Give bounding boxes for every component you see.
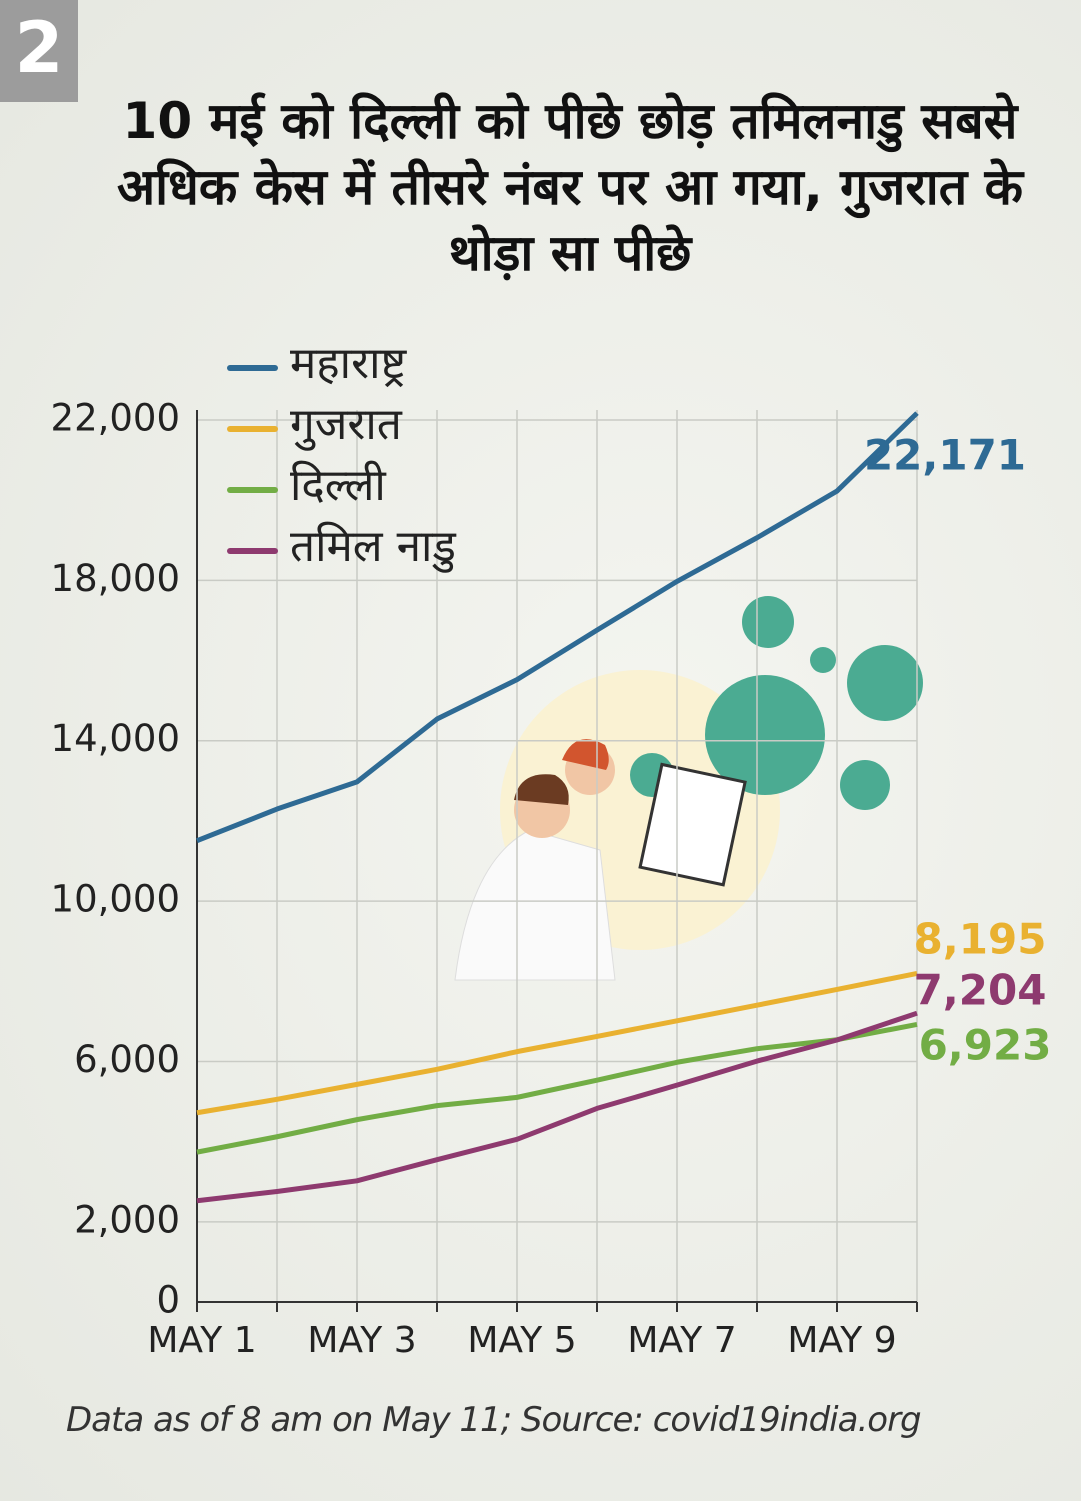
x-tick-label: MAY 9 <box>787 1320 896 1361</box>
y-tick-label: 14,000 <box>51 717 180 760</box>
badge: 2 <box>0 0 78 102</box>
value-label: 22,171 <box>864 431 1026 480</box>
series-line <box>196 1021 918 1155</box>
value-label: 6,923 <box>919 1021 1052 1070</box>
y-tick-label: 2,000 <box>74 1198 180 1241</box>
legend-label: दिल्ली <box>290 460 387 511</box>
x-tick-label: MAY 3 <box>307 1320 416 1361</box>
series-line <box>196 971 918 1116</box>
y-tick-label: 6,000 <box>74 1038 180 1081</box>
x-tick-label: MAY 5 <box>467 1320 576 1361</box>
y-tick-label: 0 <box>156 1279 180 1322</box>
x-tick-label: MAY 1 <box>147 1320 256 1361</box>
y-tick-label: 10,000 <box>51 878 180 921</box>
chart-title: 10 मई को दिल्ली को पीछे छोड़ तमिलनाडु सब… <box>116 92 1024 282</box>
illustration <box>454 596 923 981</box>
value-label: 8,195 <box>914 915 1047 964</box>
legend-label: महाराष्ट्र <box>290 338 407 389</box>
value-label: 7,204 <box>914 966 1047 1015</box>
source-note: Data as of 8 am on May 11; Source: covid… <box>66 1400 922 1440</box>
series-line <box>196 411 919 844</box>
y-tick-label: 22,000 <box>51 397 180 440</box>
y-tick-label: 18,000 <box>51 557 180 600</box>
legend-label: तमिल नाडु <box>290 521 456 573</box>
series-line <box>196 1010 918 1204</box>
x-tick-label: MAY 7 <box>627 1320 736 1361</box>
legend-label: गुजरात <box>290 399 403 451</box>
